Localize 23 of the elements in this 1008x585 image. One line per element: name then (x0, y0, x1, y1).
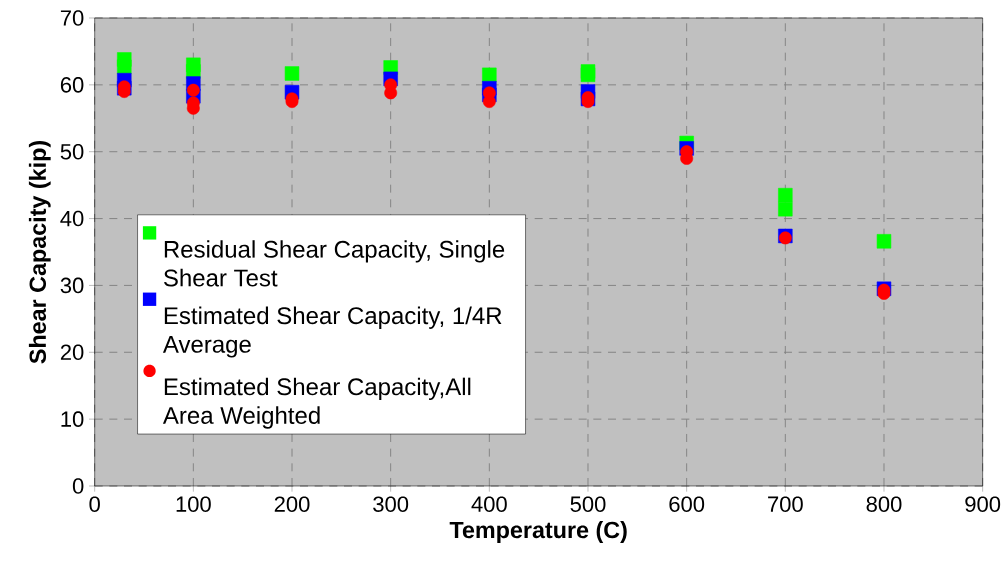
x-tick-label: 400 (471, 496, 507, 512)
x-tick-label: 800 (866, 496, 902, 512)
y-tick-label: 0 (72, 478, 84, 494)
y-tick-label: 60 (60, 77, 84, 93)
x-tick-label: 700 (768, 496, 803, 512)
y-tick-label: 20 (60, 344, 84, 361)
x-tick-label: 0 (89, 496, 100, 512)
y-tick-label: 40 (60, 210, 84, 227)
legend-label: Estimated Shear Capacity,All Area Weighted (162, 377, 471, 429)
x-axis-title: Temperature (C) (449, 521, 627, 543)
x-tick-label: 100 (176, 496, 211, 512)
x-tick-label: 600 (669, 496, 705, 512)
legend-label: Estimated Shear Capacity, 1/4R Average (162, 306, 502, 358)
y-tick-label: 50 (60, 143, 84, 160)
y-tick-label: 30 (60, 277, 84, 294)
y-axis-title: Shear Capacity (kip) (28, 141, 51, 364)
x-tick-label: 200 (274, 496, 310, 512)
x-tick-label: 300 (373, 496, 409, 512)
x-tick-label: 500 (570, 496, 606, 512)
x-tick-label: 900 (965, 496, 1001, 512)
legend-label: Residual Shear Capacity, Single Shear Test (163, 240, 505, 287)
y-tick-label: 10 (61, 411, 84, 427)
y-tick-label: 70 (60, 10, 84, 26)
